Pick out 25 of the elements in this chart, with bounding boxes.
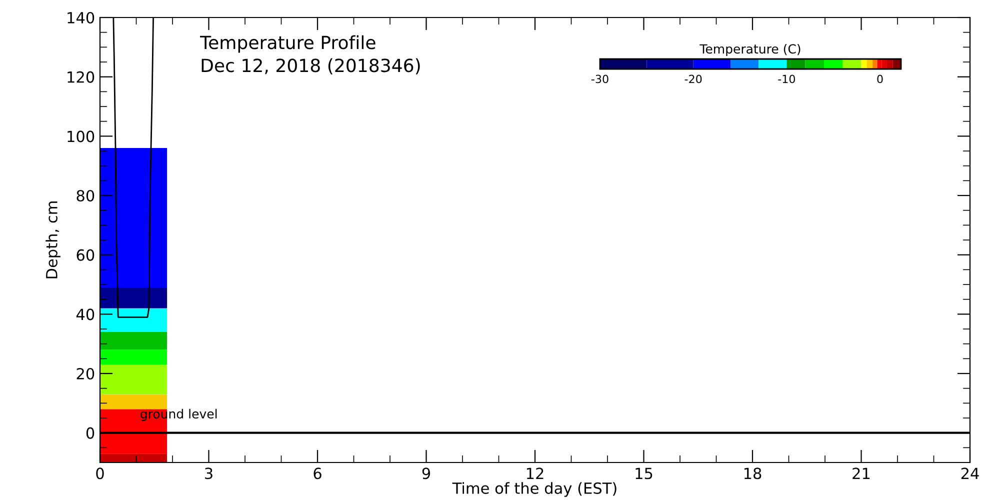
y-tick-label: 60 xyxy=(76,249,94,261)
x-tick-label: 3 xyxy=(205,468,212,480)
y-tick-label: 40 xyxy=(76,308,94,320)
x-tick-label: 21 xyxy=(852,468,870,479)
x-tick-label: 24 xyxy=(961,468,979,479)
y-tick-label: 140 xyxy=(68,12,94,24)
x-tick-label: -10 xyxy=(778,74,796,84)
y-tick-label: 80 xyxy=(76,190,94,202)
text: Temperature Profile Dec 12, 2018 (2018346) xyxy=(200,35,420,74)
y-tick-label: 0 xyxy=(86,427,94,439)
x-tick-label: 12 xyxy=(526,468,544,479)
y-tick-label: 20 xyxy=(76,368,94,380)
x-tick-label: 6 xyxy=(314,468,322,480)
x-tick-label: 0 xyxy=(96,468,104,480)
x-tick-label: 18 xyxy=(744,468,762,480)
x-tick-label: 9 xyxy=(422,468,430,480)
x-tick-label: 15 xyxy=(636,468,652,480)
x-axis-title: Time of the day (EST) xyxy=(452,482,616,497)
y-tick-label: 100 xyxy=(68,130,94,142)
y-tick-label: 120 xyxy=(68,71,94,83)
x-tick-label: -20 xyxy=(684,74,702,84)
text: Temperature (C) xyxy=(700,44,800,56)
y-axis-title: Depth, cm xyxy=(46,202,60,278)
x-tick-label: -30 xyxy=(591,74,608,84)
x-tick-label: 0 xyxy=(877,74,883,84)
